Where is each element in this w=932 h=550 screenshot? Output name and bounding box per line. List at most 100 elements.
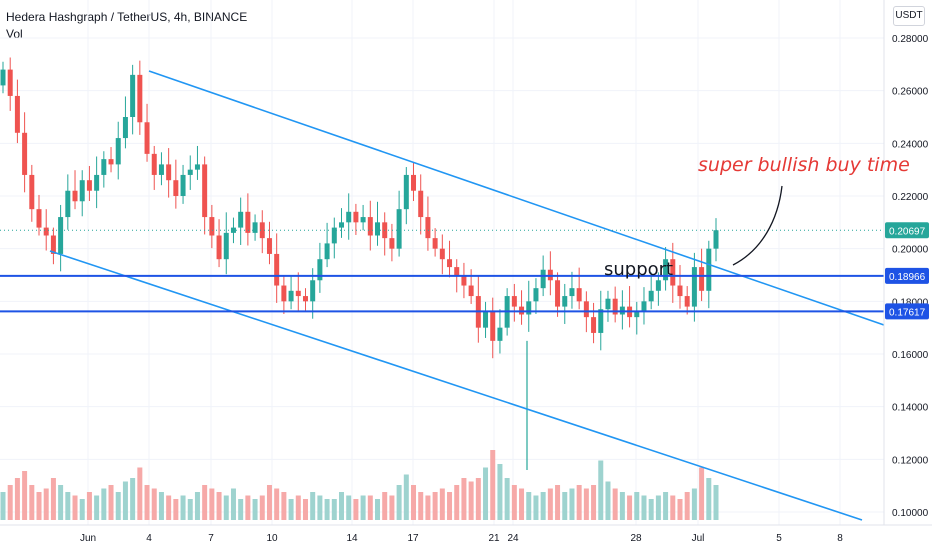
candle-body [274, 253, 280, 286]
support-annotation[interactable]: support [604, 259, 673, 280]
candle-body [65, 190, 71, 218]
candle-body [663, 259, 669, 281]
candle-body [7, 69, 13, 96]
volume-bar [411, 485, 417, 520]
volume-bar [519, 488, 525, 520]
candle-body [411, 174, 417, 191]
volume-bar [324, 499, 330, 520]
y-tick-label: 0.24000 [892, 139, 929, 150]
x-tick-label: 17 [407, 533, 419, 544]
candle-body [375, 222, 381, 236]
price-axis[interactable]: 0.28000 0.26000 0.24000 0.22000 0.20000 0.180… [892, 34, 929, 519]
volume-bar [29, 485, 35, 520]
volume-bar [158, 492, 164, 520]
candle-body [490, 311, 496, 341]
volume-bar [576, 485, 582, 520]
candle-body [562, 296, 568, 307]
currency-button[interactable]: USDT [893, 6, 925, 26]
candle-body [483, 311, 489, 328]
volume-bar [533, 495, 539, 520]
candle-body [122, 117, 128, 139]
x-tick-label: 10 [266, 533, 278, 544]
volume-bar [706, 478, 712, 520]
volume-bar [612, 488, 618, 520]
volume-bar [461, 478, 467, 520]
volume-bar [245, 495, 251, 520]
x-tick-label: Jul [692, 533, 705, 544]
price-badge [885, 303, 929, 320]
volume-bar [389, 495, 395, 520]
volume-bar [310, 492, 316, 520]
candle-body [173, 180, 179, 196]
candle-body [346, 211, 352, 223]
volume-bar [338, 492, 344, 520]
volume-bar [684, 492, 690, 520]
upper-trendline[interactable] [148, 70, 885, 326]
volume-bar [699, 467, 705, 520]
candle-body [526, 301, 532, 315]
candle-body [468, 285, 474, 297]
x-tick-label: Jun [80, 533, 96, 544]
annotation-arrow [732, 185, 783, 266]
candle-body [418, 190, 424, 218]
chart-title: Hedera Hashgraph / TetherUS, 4h, BINANCE [6, 10, 248, 24]
candle-body [439, 248, 445, 260]
volume-bar [677, 499, 683, 520]
y-tick-label: 0.12000 [892, 455, 929, 466]
lower-trendline[interactable] [49, 250, 863, 521]
y-tick-label: 0.16000 [892, 350, 929, 361]
candle-body [396, 209, 402, 249]
candle-body [338, 222, 344, 228]
candle-body [238, 211, 244, 228]
x-tick-label: 5 [776, 533, 782, 544]
candle-body [360, 217, 366, 223]
volume-bar [634, 492, 640, 520]
volume-bar [490, 450, 496, 520]
price-badge-label: 0.20697 [889, 226, 926, 237]
volume-bar [468, 481, 474, 520]
y-tick-label: 0.28000 [892, 34, 929, 45]
x-tick-label: 21 [488, 533, 500, 544]
volume-bar [22, 471, 28, 520]
volume-bar [115, 492, 121, 520]
candle-body [591, 317, 597, 333]
volume-bar [655, 495, 661, 520]
time-axis[interactable]: Jun 4 7 10 14 17 21 24 28 Jul 5 8 [80, 533, 843, 544]
x-tick-label: 7 [208, 533, 214, 544]
y-tick-label: 0.18000 [892, 297, 929, 308]
volume-bar [396, 485, 402, 520]
buy-annotation[interactable]: super bullish buy time [698, 154, 910, 176]
candle-body [194, 164, 200, 170]
candle-body [331, 227, 337, 244]
volume-bar [432, 492, 438, 520]
volume-bar [302, 499, 308, 520]
volume-bar [317, 495, 323, 520]
candle-body [576, 288, 582, 302]
volume-bar [216, 492, 222, 520]
candle-body [245, 211, 251, 233]
candle-body [367, 217, 373, 236]
volume-bar [367, 495, 373, 520]
volume-bar [670, 495, 676, 520]
volume-bar [562, 492, 568, 520]
candle-body [569, 288, 575, 297]
price-badges: 0.20697 0.18966 0.17617 [885, 222, 929, 320]
x-tick-label: 28 [630, 533, 642, 544]
volume-bar [72, 495, 78, 520]
candle-body [389, 238, 395, 249]
volume-bar [447, 492, 453, 520]
price-badge [885, 222, 929, 239]
candle-body [612, 298, 618, 315]
volume-bar [504, 478, 510, 520]
volume-bar [691, 488, 697, 520]
volume-bar [540, 492, 546, 520]
volume-bar [79, 499, 85, 520]
candle-body [648, 290, 654, 302]
volume-bar [375, 499, 381, 520]
candle-body [670, 259, 676, 286]
candle-body [115, 138, 121, 165]
candle-body [655, 280, 661, 291]
volume-bar [475, 478, 481, 520]
volume-bar [295, 495, 301, 520]
